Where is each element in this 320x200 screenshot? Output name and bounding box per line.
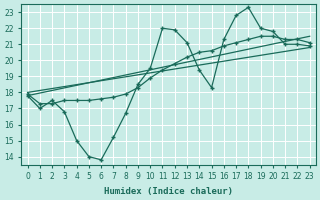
X-axis label: Humidex (Indice chaleur): Humidex (Indice chaleur) [104, 187, 233, 196]
